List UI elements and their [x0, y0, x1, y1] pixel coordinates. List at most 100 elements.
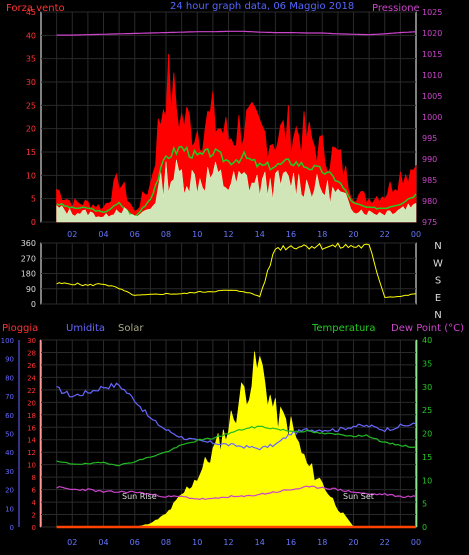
x-tick-label-bottom: 04: [98, 538, 108, 547]
humidity-tick-label: 90: [5, 356, 14, 364]
humidity-tick-label: 20: [5, 487, 14, 495]
x-tick-label-top: 00: [411, 230, 421, 239]
rain-tick-label: 4: [32, 499, 37, 507]
pressure-tick-label: 980: [422, 197, 437, 206]
x-tick-label-bottom: 20: [348, 538, 358, 547]
humidity-tick-label: 0: [10, 524, 14, 532]
x-tick-label-top: 20: [348, 230, 358, 239]
wind-tick-label: 5: [31, 195, 36, 204]
rain-tick-label: 24: [27, 374, 36, 382]
pressure-tick-label: 1010: [422, 71, 442, 80]
wind-tick-label: 30: [26, 78, 36, 87]
pressure-tick-label: 1020: [422, 29, 442, 38]
temperature-tick-label: 15: [422, 453, 432, 462]
rain-label: Pioggia: [2, 323, 38, 334]
x-tick-label-top: 12: [223, 230, 233, 239]
humidity-tick-label: 60: [5, 412, 14, 420]
direction-tick-label: 180: [21, 270, 36, 279]
rain-tick-label: 20: [27, 399, 36, 407]
pressure-series: [56, 30, 417, 36]
wind-tick-label: 45: [26, 8, 36, 17]
temperature-tick-label: 20: [422, 430, 432, 439]
pressure-tick-label: 1000: [422, 113, 442, 122]
rain-tick-label: 8: [32, 474, 36, 482]
wind-tick-label: 20: [26, 125, 36, 134]
compass-label: N: [434, 241, 441, 252]
x-tick-label-top: 14: [255, 230, 265, 239]
x-tick-label-top: 10: [192, 230, 202, 239]
direction-tick-label: 270: [21, 254, 36, 263]
wind-tick-label: 25: [26, 101, 36, 110]
rain-tick-label: 22: [27, 387, 36, 395]
x-tick-label-top: 04: [98, 230, 108, 239]
x-tick-label-bottom: 06: [130, 538, 140, 547]
wind-tick-label: 15: [26, 148, 36, 157]
sun-rise-annotation: Sun Rise: [122, 492, 157, 501]
x-tick-label-top: 22: [380, 230, 390, 239]
pressure-tick-label: 995: [422, 134, 437, 143]
pressure-tick-label: 985: [422, 176, 437, 185]
humidity-tick-label: 30: [5, 468, 14, 476]
temperature-tick-label: 30: [422, 383, 432, 392]
wind-tick-label: 0: [31, 218, 36, 227]
x-tick-label-top: 02: [67, 230, 77, 239]
wind-tick-label: 40: [26, 31, 36, 40]
compass-label: W: [433, 258, 443, 269]
direction-tick-label: 90: [26, 285, 36, 294]
wind-title: Forza vento: [6, 3, 65, 14]
wind-tick-label: 35: [26, 55, 36, 64]
rain-tick-label: 28: [27, 349, 36, 357]
temperature-tick-label: 5: [422, 500, 427, 509]
pressure-tick-label: 1015: [422, 50, 442, 59]
compass-label: E: [435, 293, 441, 304]
temperature-tick-label: 40: [422, 336, 432, 345]
rain-tick-label: 18: [27, 412, 36, 420]
humidity-tick-label: 50: [5, 431, 14, 439]
x-tick-label-top: 16: [286, 230, 296, 239]
x-tick-label-top: 06: [130, 230, 140, 239]
temperature-tick-label: 10: [422, 476, 432, 485]
direction-series: [56, 242, 417, 298]
x-tick-label-bottom: 14: [255, 538, 265, 547]
rain-tick-label: 16: [27, 424, 36, 432]
rain-tick-label: 26: [27, 362, 36, 370]
rain-tick-label: 30: [27, 337, 36, 345]
wind-series: [56, 30, 417, 223]
rain-tick-label: 12: [27, 449, 36, 457]
x-tick-label-bottom: 16: [286, 538, 296, 547]
rain-tick-label: 6: [32, 487, 37, 495]
pressure-tick-label: 975: [422, 218, 437, 227]
temperature-label: Temperatura: [311, 323, 376, 334]
temperature-tick-label: 0: [422, 523, 427, 532]
rain-tick-label: 2: [32, 512, 36, 520]
humidity-label: Umidita: [66, 323, 105, 334]
x-tick-label-bottom: 10: [192, 538, 202, 547]
wind-tick-label: 10: [26, 171, 36, 180]
temperature-tick-label: 35: [422, 359, 432, 368]
x-tick-label-bottom: 08: [161, 538, 171, 547]
pressure-tick-label: 1025: [422, 8, 442, 17]
temperature-tick-label: 25: [422, 406, 432, 415]
humidity-tick-label: 40: [5, 449, 14, 457]
wind-average-series: [56, 145, 417, 219]
direction-tick-label: 360: [21, 239, 36, 248]
solar-label: Solar: [118, 323, 144, 334]
humidity-tick-label: 100: [1, 337, 14, 345]
dewpoint-label: Dew Point (°C): [391, 323, 464, 334]
sun-set-annotation: Sun Set: [343, 492, 374, 501]
humidity-tick-label: 10: [5, 505, 14, 513]
wind-direction-series: [56, 242, 417, 298]
humidity-series: [56, 382, 417, 451]
direction-tick-label: 0: [31, 300, 36, 309]
compass-label: N: [434, 310, 441, 321]
x-tick-label-bottom: 12: [223, 538, 233, 547]
rain-tick-label: 0: [32, 524, 36, 532]
x-tick-label-top: 08: [161, 230, 171, 239]
direction-panel-grid: [41, 242, 416, 305]
rain-tick-label: 10: [27, 462, 36, 470]
humidity-tick-label: 70: [5, 393, 14, 401]
humidity-tick-label: 80: [5, 374, 14, 382]
x-tick-label-bottom: 22: [380, 538, 390, 547]
rain-tick-label: 14: [27, 437, 36, 445]
